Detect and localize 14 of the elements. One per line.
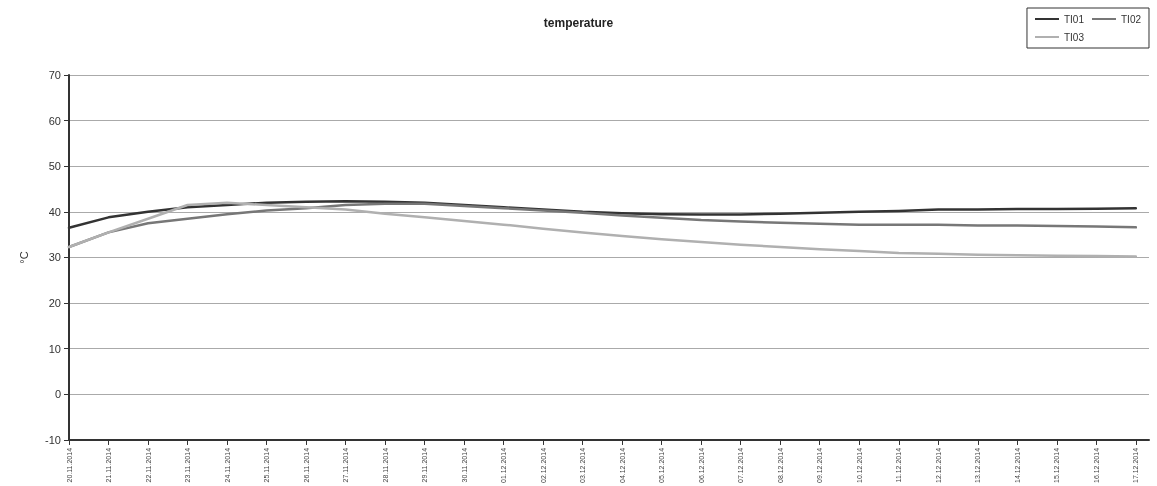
chart-title: temperature (543, 16, 614, 30)
y-tick-label: 70 (48, 69, 61, 81)
y-tick-label: 50 (48, 160, 61, 173)
y-tick-label: 60 (48, 114, 61, 127)
y-axis-title: °C (17, 251, 30, 264)
y-tick-label: 10 (48, 342, 61, 355)
y-tick-label: 40 (48, 205, 61, 218)
y-tick-label: 30 (48, 251, 61, 264)
legend-label: TI03 (1063, 31, 1085, 43)
y-tick-label: 20 (48, 297, 61, 310)
y-tick-label: -10 (45, 433, 61, 446)
y-tick-label: 0 (54, 388, 61, 401)
legend-label: TI02 (1120, 13, 1142, 25)
legend-label: TI01 (1063, 13, 1085, 25)
